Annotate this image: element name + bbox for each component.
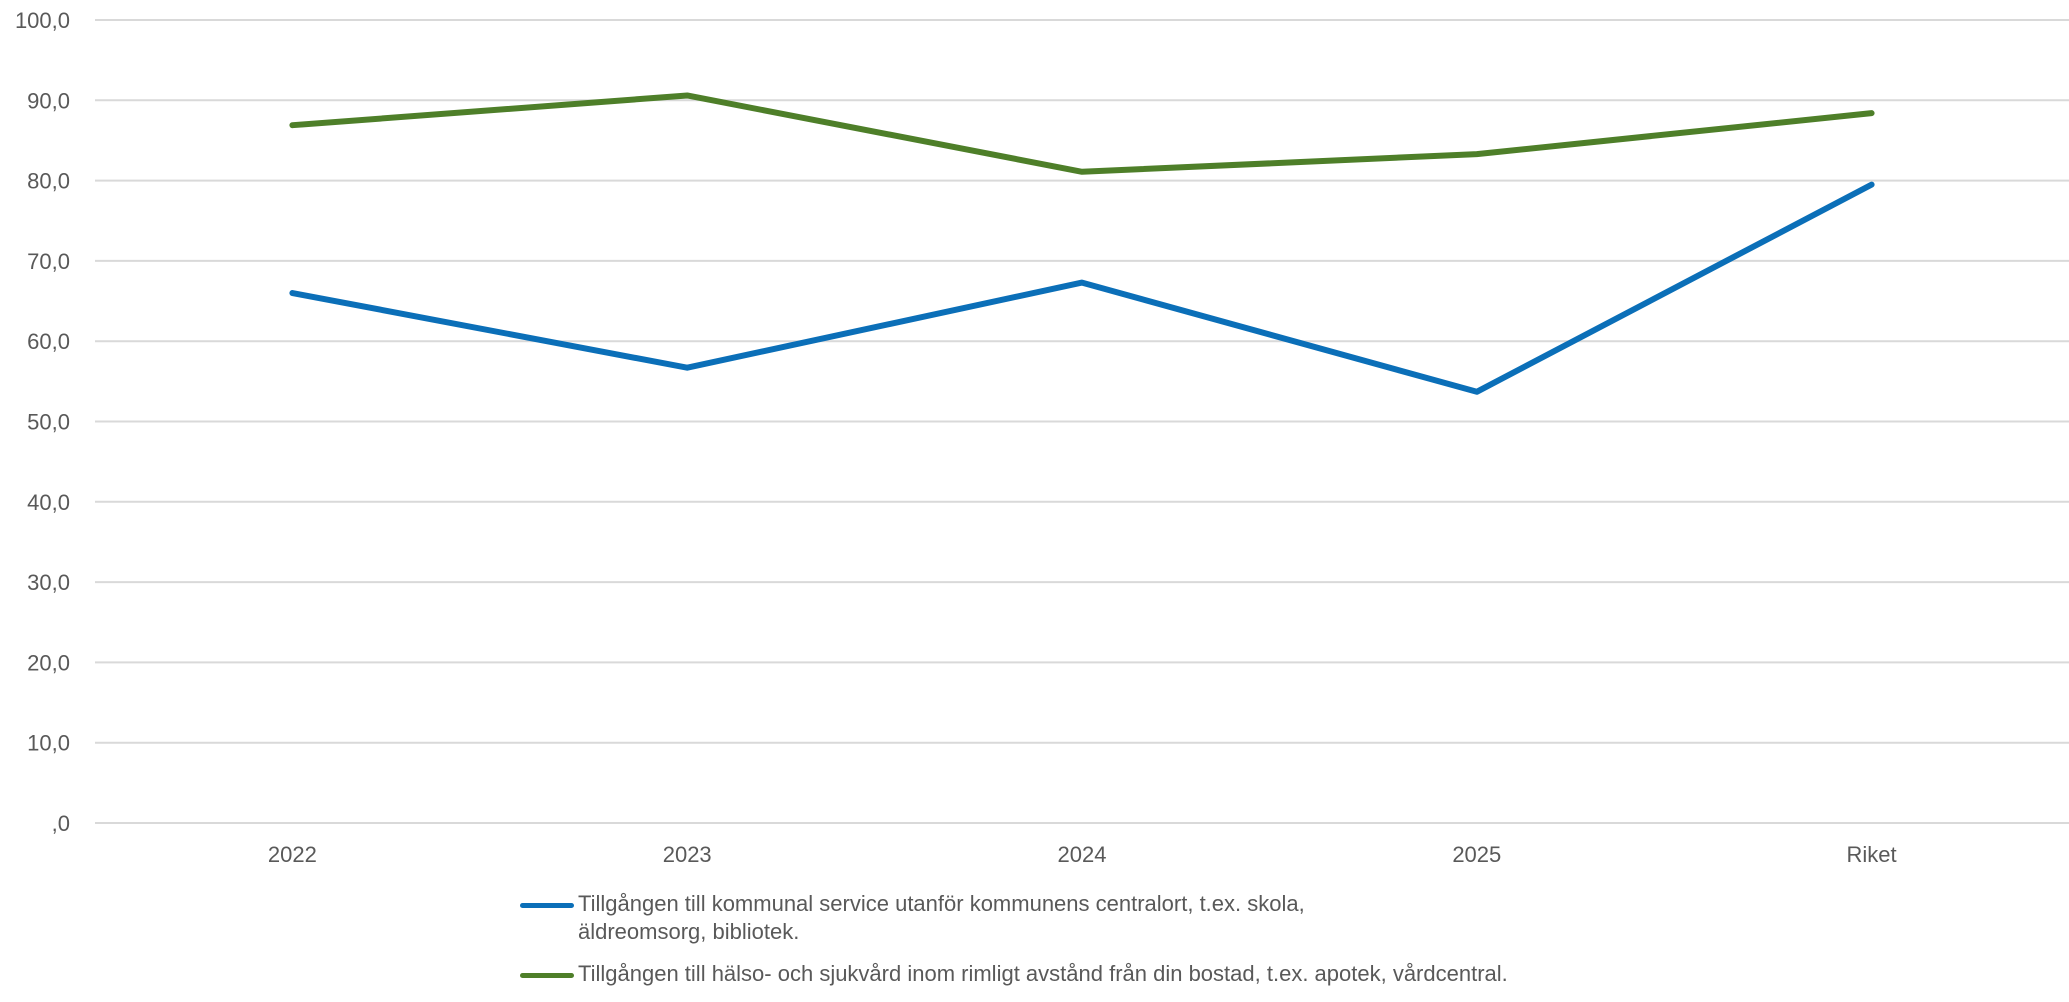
gridlines: [95, 20, 2069, 823]
x-tick-label: 2024: [1058, 842, 1107, 867]
x-tick-label: Riket: [1847, 842, 1897, 867]
y-tick-label: 100,0: [15, 8, 70, 33]
series-line-1: [292, 95, 1871, 171]
legend-item-halso-sjukvard: Tillgången till hälso- och sjukvård inom…: [520, 960, 1920, 988]
legend-item-kommunal-service: Tillgången till kommunal service utanför…: [520, 890, 1920, 946]
legend-label-halso-sjukvard: Tillgången till hälso- och sjukvård inom…: [578, 960, 1508, 988]
y-tick-label: 50,0: [27, 410, 70, 435]
legend: Tillgången till kommunal service utanför…: [520, 890, 1920, 1002]
legend-swatch-kommunal-service: [520, 903, 574, 908]
legend-label-kommunal-service: Tillgången till kommunal service utanför…: [578, 890, 1398, 946]
y-axis-ticks: 100,0 90,0 80,0 70,0 60,0 50,0 40,0 30,0 20,0 10,…: [15, 8, 70, 836]
y-tick-label: 70,0: [27, 249, 70, 274]
legend-swatch-halso-sjukvard: [520, 973, 574, 978]
y-tick-label: 30,0: [27, 570, 70, 595]
x-tick-label: 2025: [1452, 842, 1501, 867]
y-tick-label: 60,0: [27, 329, 70, 354]
series-line-0: [292, 185, 1871, 392]
y-tick-label: 10,0: [27, 731, 70, 756]
y-tick-label: 80,0: [27, 169, 70, 194]
y-tick-label: 40,0: [27, 490, 70, 515]
y-tick-label: 90,0: [27, 88, 70, 113]
y-tick-label: 20,0: [27, 650, 70, 675]
x-tick-label: 2022: [268, 842, 317, 867]
y-tick-label: ,0: [52, 811, 70, 836]
x-tick-label: 2023: [663, 842, 712, 867]
series-lines: [292, 95, 1871, 392]
x-axis-ticks: 2022 2023 2024 2025 Riket: [268, 842, 1897, 867]
